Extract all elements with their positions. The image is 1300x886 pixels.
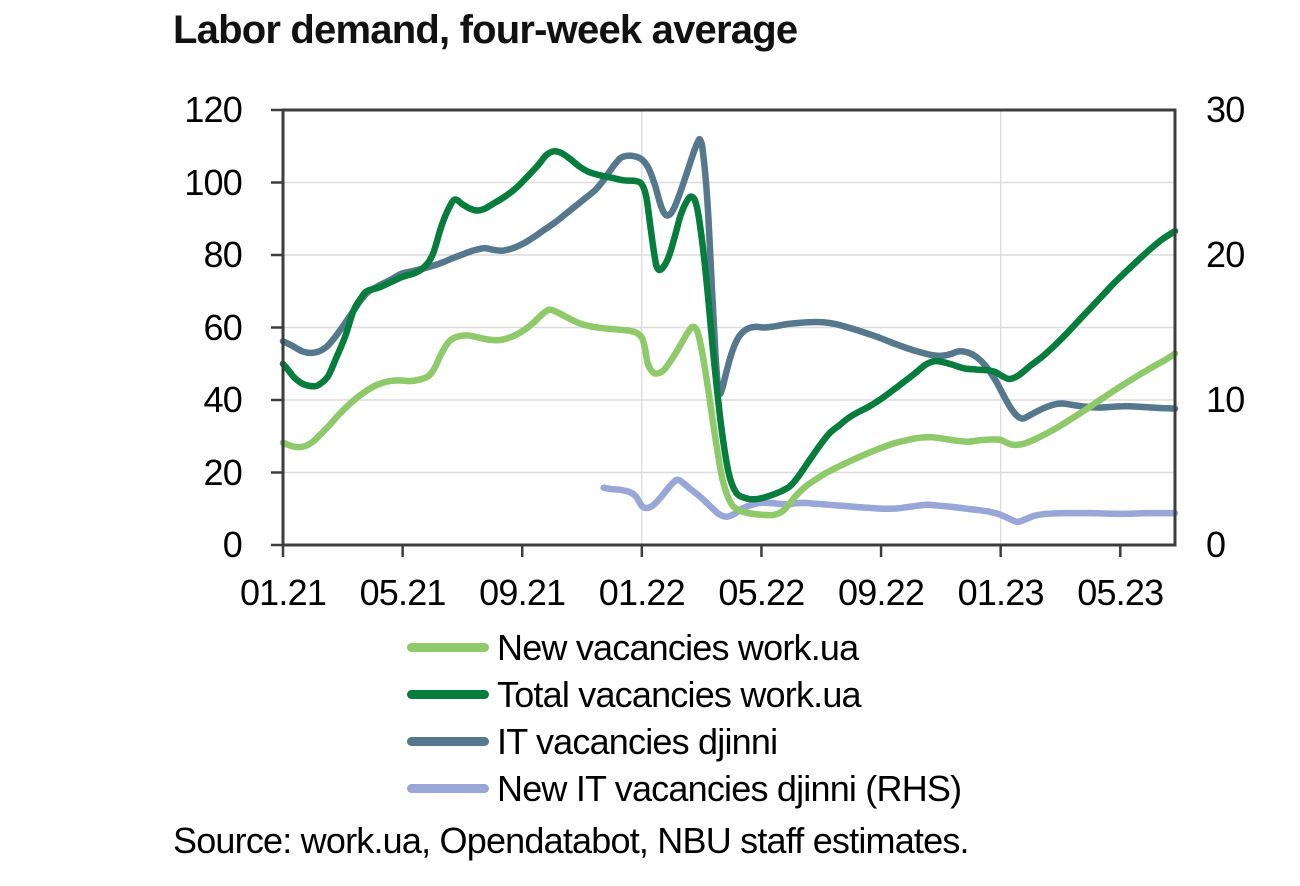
x-axis-tick-label: 01.22	[598, 572, 686, 613]
x-axis-tick-label: 05.21	[359, 572, 447, 613]
legend-line-swatch	[407, 737, 489, 746]
legend-item: New vacancies work.ua	[407, 624, 961, 671]
x-axis-tick-label: 01.23	[957, 572, 1045, 613]
y-axis-left-tick-label: 80	[203, 234, 243, 275]
source-note: Source: work.ua, Opendatabot, NBU staff …	[173, 820, 970, 861]
legend: New vacancies work.ua Total vacancies wo…	[407, 624, 962, 812]
y-axis-left-tick-label: 40	[203, 379, 243, 420]
chart-title: Labor demand, four-week average	[173, 8, 798, 52]
legend-line-swatch	[407, 784, 489, 793]
x-axis-tick-label: 09.22	[838, 572, 925, 613]
legend-item: IT vacancies djinni	[407, 718, 961, 765]
y-axis-right-tick-label: 10	[1206, 379, 1245, 420]
legend-label: New vacancies work.ua	[497, 626, 859, 668]
series-line-total-vacancies-work-ua	[279, 147, 1179, 503]
x-axis-tick-label: 01.21	[239, 572, 327, 613]
y-axis-right-tick-label: 30	[1206, 89, 1245, 130]
y-axis-left-tick-label: 60	[203, 306, 243, 348]
y-axis-right-tick-label: 0	[1206, 524, 1226, 565]
plot-frame	[281, 108, 1177, 547]
series-line-new-vacancies-work-ua	[279, 306, 1179, 519]
x-axis-tick-label: 05.22	[718, 572, 805, 613]
y-axis-left-tick-label: 0	[222, 524, 243, 565]
legend-item: Total vacancies work.ua	[407, 671, 961, 718]
series-line-it-vacancies-djinni	[279, 135, 1179, 422]
legend-label: Total vacancies work.ua	[497, 673, 862, 715]
legend-line-swatch	[407, 643, 489, 652]
series-line-new-it-vacancies-djinni-rhs	[600, 476, 1179, 526]
legend-line-swatch	[407, 690, 489, 699]
y-axis-left-tick-label: 20	[203, 451, 243, 493]
y-axis-right-tick-label: 20	[1206, 234, 1245, 275]
y-axis-left-tick-label: 100	[184, 161, 242, 203]
y-axis-left-tick-label: 120	[184, 89, 242, 130]
legend-label: IT vacancies djinni	[497, 720, 778, 762]
x-axis-tick-label: 09.21	[479, 572, 566, 613]
x-axis-tick-label: 05.23	[1077, 572, 1164, 613]
legend-item: New IT vacancies djinni (RHS)	[407, 765, 962, 812]
legend-label: New IT vacancies djinni (RHS)	[497, 767, 962, 809]
